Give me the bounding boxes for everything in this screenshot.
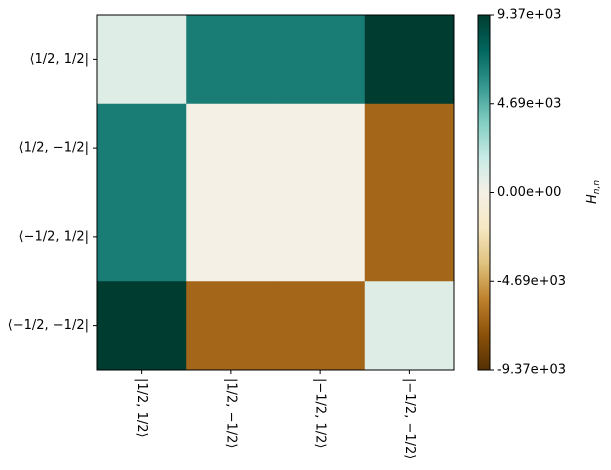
x-tick-label: |1/2, −1/2⟩ (223, 378, 238, 448)
colorbar-tick-label: 9.37e+03 (497, 8, 561, 23)
colorbar-label-main: H (585, 194, 600, 204)
y-tick-label: ⟨1/2, −1/2| (19, 141, 89, 156)
heatmap-cell (364, 192, 455, 282)
x-tick-label: |−1/2, −1/2⟩ (402, 378, 417, 459)
heatmap-cell (97, 192, 187, 282)
colorbar-tick-label: 0.00e+00 (497, 185, 561, 200)
y-tick-label: ⟨−1/2, 1/2| (19, 229, 89, 244)
colorbar-tick-label: 4.69e+03 (497, 96, 561, 111)
heatmap-cell (275, 15, 366, 105)
heatmap-cell (275, 281, 366, 371)
heatmap-cell (364, 281, 455, 371)
heatmap-cell (275, 103, 366, 193)
heatmap-cell (364, 15, 455, 105)
heatmap-cell (186, 192, 276, 282)
colorbar-label-sub: n,n (592, 180, 602, 195)
heatmap-cell (186, 281, 276, 371)
heatmap-cell (364, 103, 455, 193)
plot-frame (96, 14, 455, 371)
x-tick-label: |1/2, 1/2⟩ (134, 378, 149, 438)
heatmap-cell (97, 15, 187, 105)
colorbar-tick-label: -9.37e+03 (497, 363, 566, 378)
heatmap-cell (97, 281, 187, 371)
colorbar-label: Hn,n (585, 180, 602, 204)
colorbar-tick-label: -4.69e+03 (497, 274, 566, 289)
y-tick-label: ⟨−1/2, −1/2| (8, 318, 89, 333)
heatmap-cell (186, 103, 276, 193)
heatmap-cell (186, 15, 276, 105)
heatmap-cell (97, 103, 187, 193)
x-tick-label: |−1/2, 1/2⟩ (313, 378, 328, 448)
y-tick-label: ⟨1/2, 1/2| (29, 52, 89, 67)
colorbar (477, 14, 491, 371)
heatmap-cell (275, 192, 366, 282)
